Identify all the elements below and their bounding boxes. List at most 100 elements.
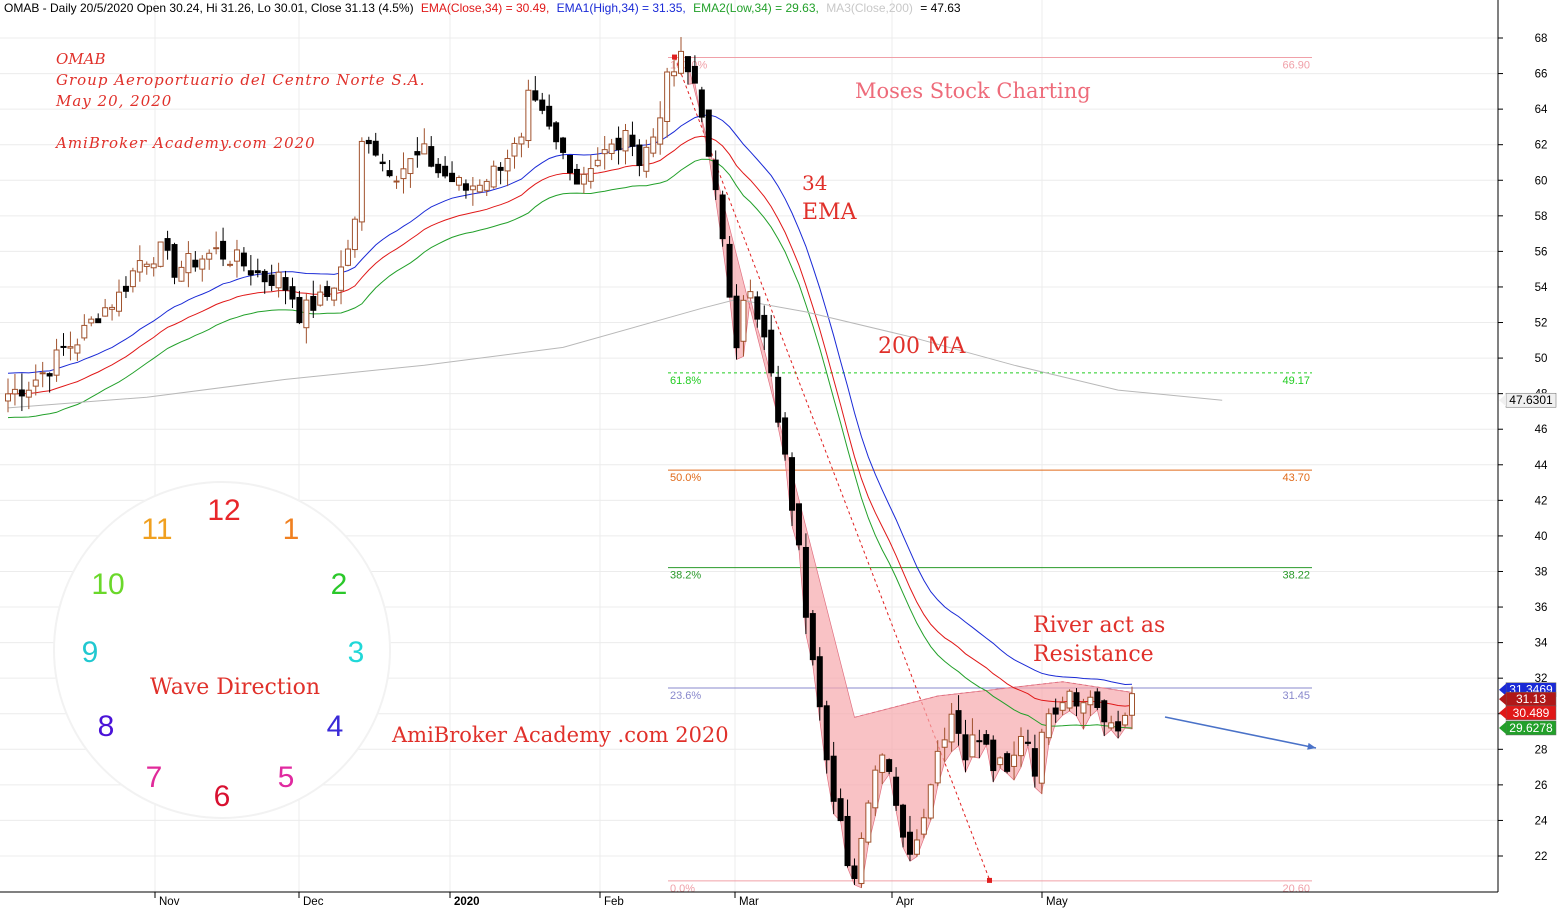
y-tick-label: 40 (1535, 531, 1548, 543)
candle-body (580, 173, 587, 185)
fib-pct-label: 61.8% (670, 375, 701, 387)
candle-body (802, 546, 809, 618)
candle-body (678, 50, 685, 74)
candle-body (18, 389, 25, 397)
candle-body (948, 713, 955, 743)
fib-value-label: 43.70 (1282, 472, 1310, 484)
fib-value-label: 20.60 (1282, 883, 1310, 895)
candle-body (414, 151, 421, 156)
candle-body (1004, 753, 1011, 772)
candle-body (32, 379, 39, 387)
candle-body (643, 146, 650, 172)
x-tick-label: Nov (159, 896, 180, 908)
price-tag-label: 30.489 (1513, 706, 1550, 720)
candle-body (608, 143, 615, 154)
wave-direction-label: Wave Direction (150, 675, 320, 700)
candle-body (122, 285, 129, 292)
candle-body (733, 295, 740, 349)
fib-pct-label: 50.0% (670, 472, 701, 484)
candle-body (844, 815, 851, 867)
price-tag-pointer (1499, 721, 1506, 734)
candle-body (331, 287, 338, 301)
y-tick-label: 50 (1535, 353, 1548, 365)
header-ma3-value: = 47.63 (920, 1, 961, 15)
candle-body (372, 140, 379, 156)
clock-number-1: 1 (283, 513, 300, 546)
fib-value-label: 66.90 (1282, 60, 1310, 72)
candle-body (1031, 748, 1038, 777)
candle-body (879, 754, 886, 773)
y-tick-label: 62 (1535, 140, 1548, 152)
candle-body (102, 307, 109, 317)
clock-number-12: 12 (207, 494, 240, 527)
candle-body (296, 296, 303, 324)
clock-number-4: 4 (327, 710, 344, 743)
clock-number-3: 3 (348, 636, 365, 669)
candle-body (761, 314, 768, 338)
candle-body (955, 710, 962, 734)
candle-body (435, 163, 442, 174)
candle-body (997, 757, 1004, 766)
candle-body (657, 117, 664, 145)
candle-body (5, 393, 11, 402)
candle-body (351, 218, 358, 251)
price-tag-pointer (1499, 394, 1506, 407)
candle-body (782, 417, 789, 455)
candle-body (504, 157, 511, 172)
ema1-high-line (7, 114, 1133, 686)
x-tick-label: Mar (739, 896, 759, 908)
candle-body (136, 260, 143, 273)
candle-body (872, 769, 879, 809)
candle-body (25, 389, 32, 398)
fib-value-label: 38.22 (1282, 570, 1310, 582)
y-tick-label: 36 (1535, 602, 1548, 614)
note-date: May 20, 2020 (55, 92, 172, 110)
note-company: Group Aeroportuario del Centro Norte S.A… (56, 71, 426, 89)
candle-body (941, 739, 948, 748)
candlesticks (5, 37, 1135, 888)
river-label-line1: River act as (1033, 613, 1165, 638)
candle-body (379, 161, 386, 165)
y-tick-label: 44 (1535, 460, 1548, 472)
fib-pct-label: 23.6% (670, 690, 701, 702)
candle-body (164, 238, 171, 251)
candle-body (532, 90, 539, 101)
x-tick-label: Dec (303, 896, 324, 908)
fib-value-label: 31.45 (1282, 690, 1310, 702)
candle-body (358, 140, 365, 223)
candle-body (116, 291, 123, 312)
candle-body (795, 503, 802, 546)
candle-body (268, 274, 275, 286)
header-ema1: EMA1(High,34) = 31.35, (557, 1, 686, 15)
fib-high-marker (672, 54, 677, 60)
candle-body (455, 176, 462, 186)
candle-body (906, 831, 913, 855)
candle-body (976, 740, 983, 743)
candle-body (927, 784, 934, 819)
y-tick-label: 60 (1535, 175, 1548, 187)
candle-body (143, 263, 150, 267)
candle-body (317, 291, 324, 306)
candle-body (837, 798, 844, 822)
candle-body (476, 184, 483, 193)
clock-number-5: 5 (278, 761, 295, 794)
candle-body (157, 241, 164, 267)
candle-body (88, 318, 95, 324)
academy-label: AmiBroker Academy .com 2020 (391, 723, 729, 747)
y-tick-label: 68 (1535, 33, 1548, 45)
candle-body (1108, 722, 1115, 729)
y-tick-label: 64 (1535, 104, 1548, 116)
brand-label: Moses Stock Charting (855, 79, 1091, 103)
candle-body (1080, 702, 1087, 714)
fibonacci-levels: 100.0%66.9061.8%49.1750.0%43.7038.2%38.2… (668, 54, 1312, 895)
candle-body (900, 804, 907, 838)
candle-body (650, 136, 657, 154)
candle-body (67, 346, 74, 349)
candle-body (789, 457, 796, 511)
candle-body (150, 263, 157, 269)
candle-body (1017, 735, 1024, 757)
candle-body (886, 759, 893, 772)
candle-body (518, 136, 525, 145)
